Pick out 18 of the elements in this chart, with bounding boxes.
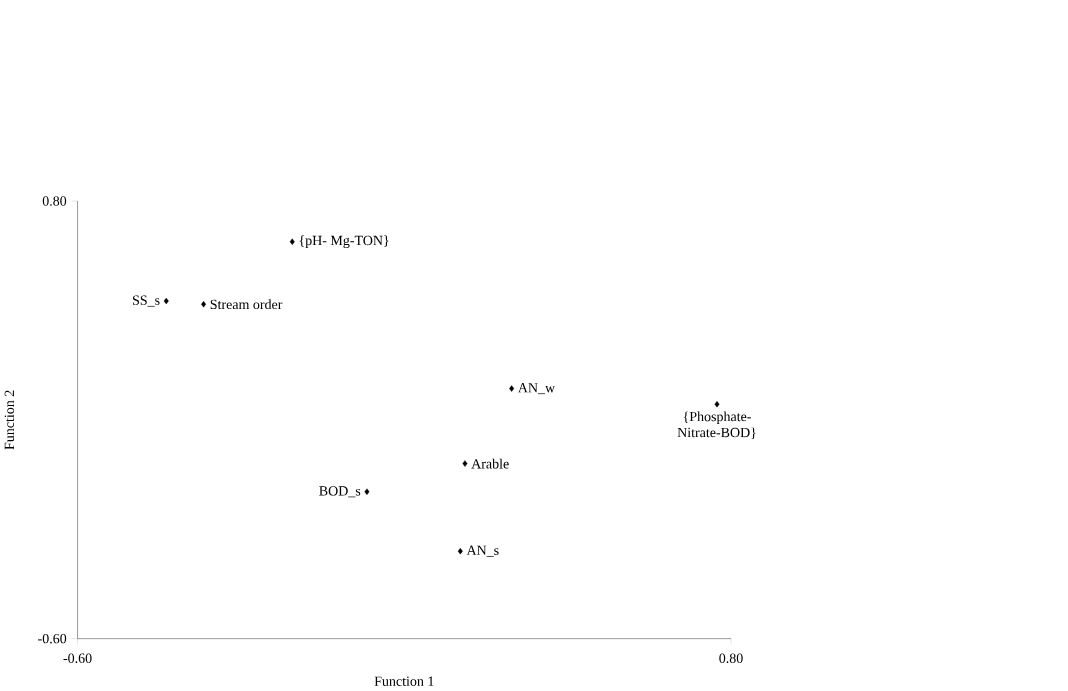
- point: [462, 460, 468, 468]
- annotation: {Phosphate-Nitrate-BOD}: [677, 411, 756, 440]
- annotation: AN_s: [466, 545, 499, 557]
- annotation: SS_s: [133, 295, 160, 307]
- x-axis-title: Function 1: [374, 676, 434, 687]
- point: [163, 298, 169, 305]
- point: [289, 238, 295, 246]
- annotation: {pH- Mg-TON}: [299, 235, 389, 249]
- annotation: BOD_s: [319, 486, 361, 498]
- point: [201, 301, 207, 308]
- point: [364, 488, 370, 496]
- annotation: AN_w: [517, 383, 556, 395]
- y-axis-title: Function 2: [4, 390, 15, 450]
- point: [714, 401, 720, 408]
- point: [457, 548, 463, 555]
- annotation: Arable: [471, 458, 509, 469]
- point: [509, 385, 515, 392]
- annotation: Stream order: [210, 299, 283, 310]
